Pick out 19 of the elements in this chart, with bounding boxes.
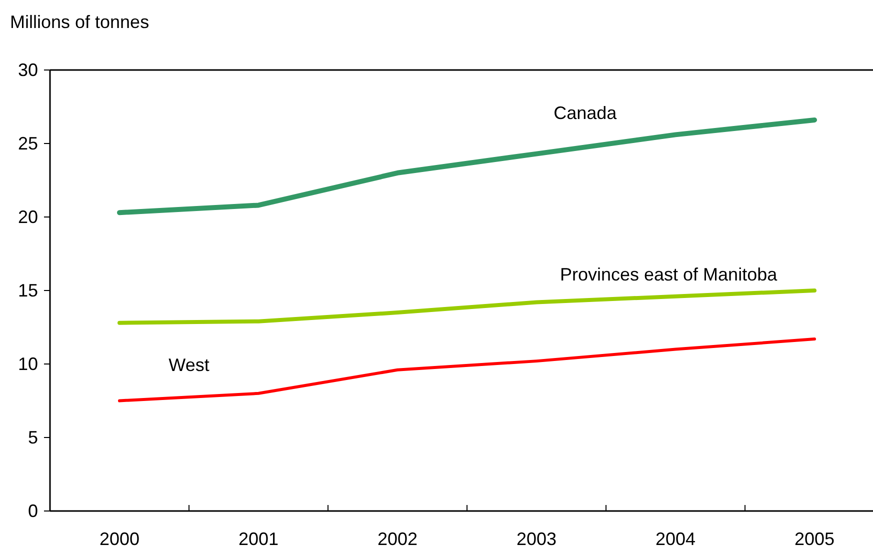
series-label: Canada xyxy=(554,103,618,124)
series-label: Provinces east of Manitoba xyxy=(560,264,778,285)
y-tick-label: 30 xyxy=(18,60,38,80)
line-series xyxy=(118,338,816,402)
x-tick-label: 2000 xyxy=(99,529,140,549)
y-tick-label: 20 xyxy=(18,207,38,227)
x-tick-label: 2001 xyxy=(238,529,279,549)
x-tick-label: 2004 xyxy=(655,529,696,549)
y-tick-label: 10 xyxy=(18,354,38,374)
y-axis-title: Millions of tonnes xyxy=(10,12,150,32)
x-tick-label: 2005 xyxy=(794,529,835,549)
y-tick-label: 0 xyxy=(28,501,38,521)
y-tick-label: 25 xyxy=(18,134,38,154)
y-tick-label: 15 xyxy=(18,280,38,300)
series-label: West xyxy=(168,355,210,376)
y-tick-label: 5 xyxy=(28,428,38,448)
x-tick-label: 2003 xyxy=(516,529,557,549)
line-series xyxy=(118,288,816,325)
x-tick-label: 2002 xyxy=(377,529,418,549)
